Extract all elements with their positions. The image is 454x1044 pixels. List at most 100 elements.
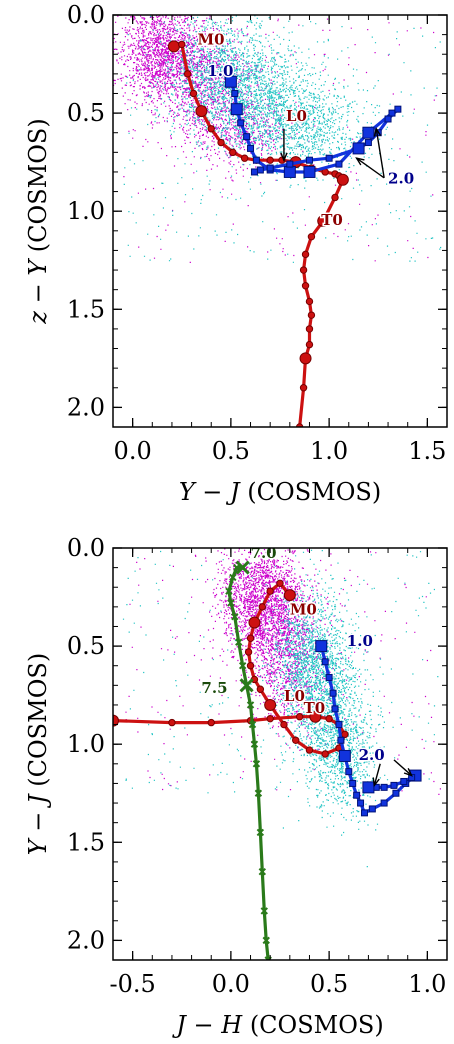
series-point-red — [301, 282, 310, 290]
series-point-red — [305, 297, 314, 306]
point-cloud-magenta — [113, 15, 438, 263]
annotation-label: L0 — [286, 107, 307, 125]
x-axis-label-top-var: Y − J — [179, 478, 241, 506]
series-point-blue — [224, 75, 237, 88]
series-point-blue — [380, 783, 388, 791]
series-blue — [315, 640, 422, 817]
series-point-red — [307, 311, 316, 319]
series-point-red — [325, 714, 333, 723]
series-point-green — [252, 760, 261, 768]
series-point-blue — [338, 749, 351, 762]
series-point-blue — [368, 805, 376, 813]
series-point-blue — [256, 166, 264, 174]
series-point-blue — [243, 133, 251, 141]
series-point-green — [258, 868, 267, 876]
series-point-blue — [250, 168, 258, 176]
series-point-green — [254, 789, 263, 797]
series-point-red — [336, 173, 349, 186]
annotation-label: 7.5 — [201, 679, 227, 697]
y-tick-label: 0.0 — [67, 1, 105, 29]
y-tick-label: 1.5 — [67, 295, 105, 323]
series-point-blue — [252, 156, 260, 164]
arrow-head — [355, 157, 365, 166]
series-point-red — [167, 40, 180, 53]
series-point-blue — [325, 673, 333, 681]
annotation-arrow — [393, 759, 413, 777]
series-point-red — [331, 193, 339, 202]
series-point-red — [305, 340, 314, 349]
series-point-green — [262, 936, 270, 945]
y-tick-label: 2.0 — [67, 926, 105, 954]
series-point-red — [280, 720, 288, 729]
series-point-blue — [345, 768, 353, 776]
y-tick-label: 1.5 — [67, 828, 105, 856]
annotation-label: 7.0 — [251, 544, 277, 562]
series-point-green — [235, 638, 243, 646]
series-point-red — [301, 250, 310, 259]
annotation-label: M0 — [290, 601, 317, 619]
x-tick-label: 0.5 — [310, 970, 348, 998]
series-point-blue — [247, 144, 255, 152]
series-point-green — [229, 573, 237, 582]
series-point-red — [168, 718, 176, 727]
x-tick-label: 1.5 — [408, 437, 446, 465]
series-point-green — [239, 678, 254, 693]
arrow-shaft — [356, 157, 385, 179]
arrow-head — [373, 127, 382, 137]
series-point-blue — [360, 809, 368, 817]
arrow-shaft — [393, 759, 413, 777]
series-point-red — [283, 589, 296, 602]
series-point-blue — [352, 142, 365, 155]
series-point-blue — [357, 799, 365, 807]
series-point-red — [309, 710, 322, 723]
y-axis-label-bottom-var: Y − J — [24, 793, 52, 855]
x-tick-label: 1.0 — [310, 437, 348, 465]
series-point-red — [258, 603, 267, 611]
series-point-red — [207, 125, 215, 133]
series-point-red — [256, 685, 265, 693]
point-cloud-dots-magenta — [125, 548, 441, 797]
series-point-blue — [321, 658, 329, 666]
series-point-green — [256, 828, 265, 837]
ticks-bottom: -0.5 0.0 0.5 1.0 0.0 0.5 1.0 1.5 2.0 — [67, 534, 448, 998]
series-point-red — [266, 587, 274, 595]
y-axis-label-top-var: z − Y — [24, 258, 52, 325]
series-point-blue — [400, 777, 408, 785]
arrow-shaft — [375, 128, 385, 178]
point-cloud-magenta — [125, 548, 441, 797]
series-point-red — [299, 266, 308, 274]
annotation-label: 1.0 — [207, 62, 233, 80]
series-point-blue — [388, 109, 396, 117]
series-line-green — [227, 565, 270, 960]
series-point-blue — [303, 165, 316, 178]
series-point-red — [189, 89, 198, 98]
series-point-red — [292, 736, 300, 744]
series-point-blue — [331, 705, 339, 713]
series-point-red — [305, 325, 314, 333]
x-tick-label: 1.0 — [408, 970, 446, 998]
series-point-red — [195, 105, 208, 118]
series-point-blue — [325, 154, 333, 162]
y-axis-label-top: z − Y (COSMOS) — [24, 118, 52, 324]
arrow-shaft — [373, 763, 381, 786]
series-point-red — [305, 746, 314, 754]
y-axis-label-bottom-rest: (COSMOS) — [24, 653, 52, 795]
series-green — [225, 560, 272, 960]
series-point-red — [341, 730, 349, 739]
series-point-green — [227, 599, 235, 607]
annotation-label: T0 — [304, 699, 326, 717]
y-tick-label: 0.5 — [67, 632, 105, 660]
arrow-head — [372, 777, 380, 788]
series-point-blue — [349, 779, 357, 787]
series-point-red — [321, 750, 329, 758]
series-point-red — [178, 40, 186, 49]
series-point-red — [266, 156, 274, 164]
series-point-red — [246, 662, 255, 670]
y-tick-label: 0.0 — [67, 534, 105, 562]
arrow-head — [403, 768, 413, 777]
axes-frame-top — [112, 14, 448, 428]
x-axis-label-bottom: J − H (COSMOS) — [171, 1011, 383, 1039]
series-point-green — [225, 587, 233, 595]
series-point-blue — [237, 119, 245, 127]
